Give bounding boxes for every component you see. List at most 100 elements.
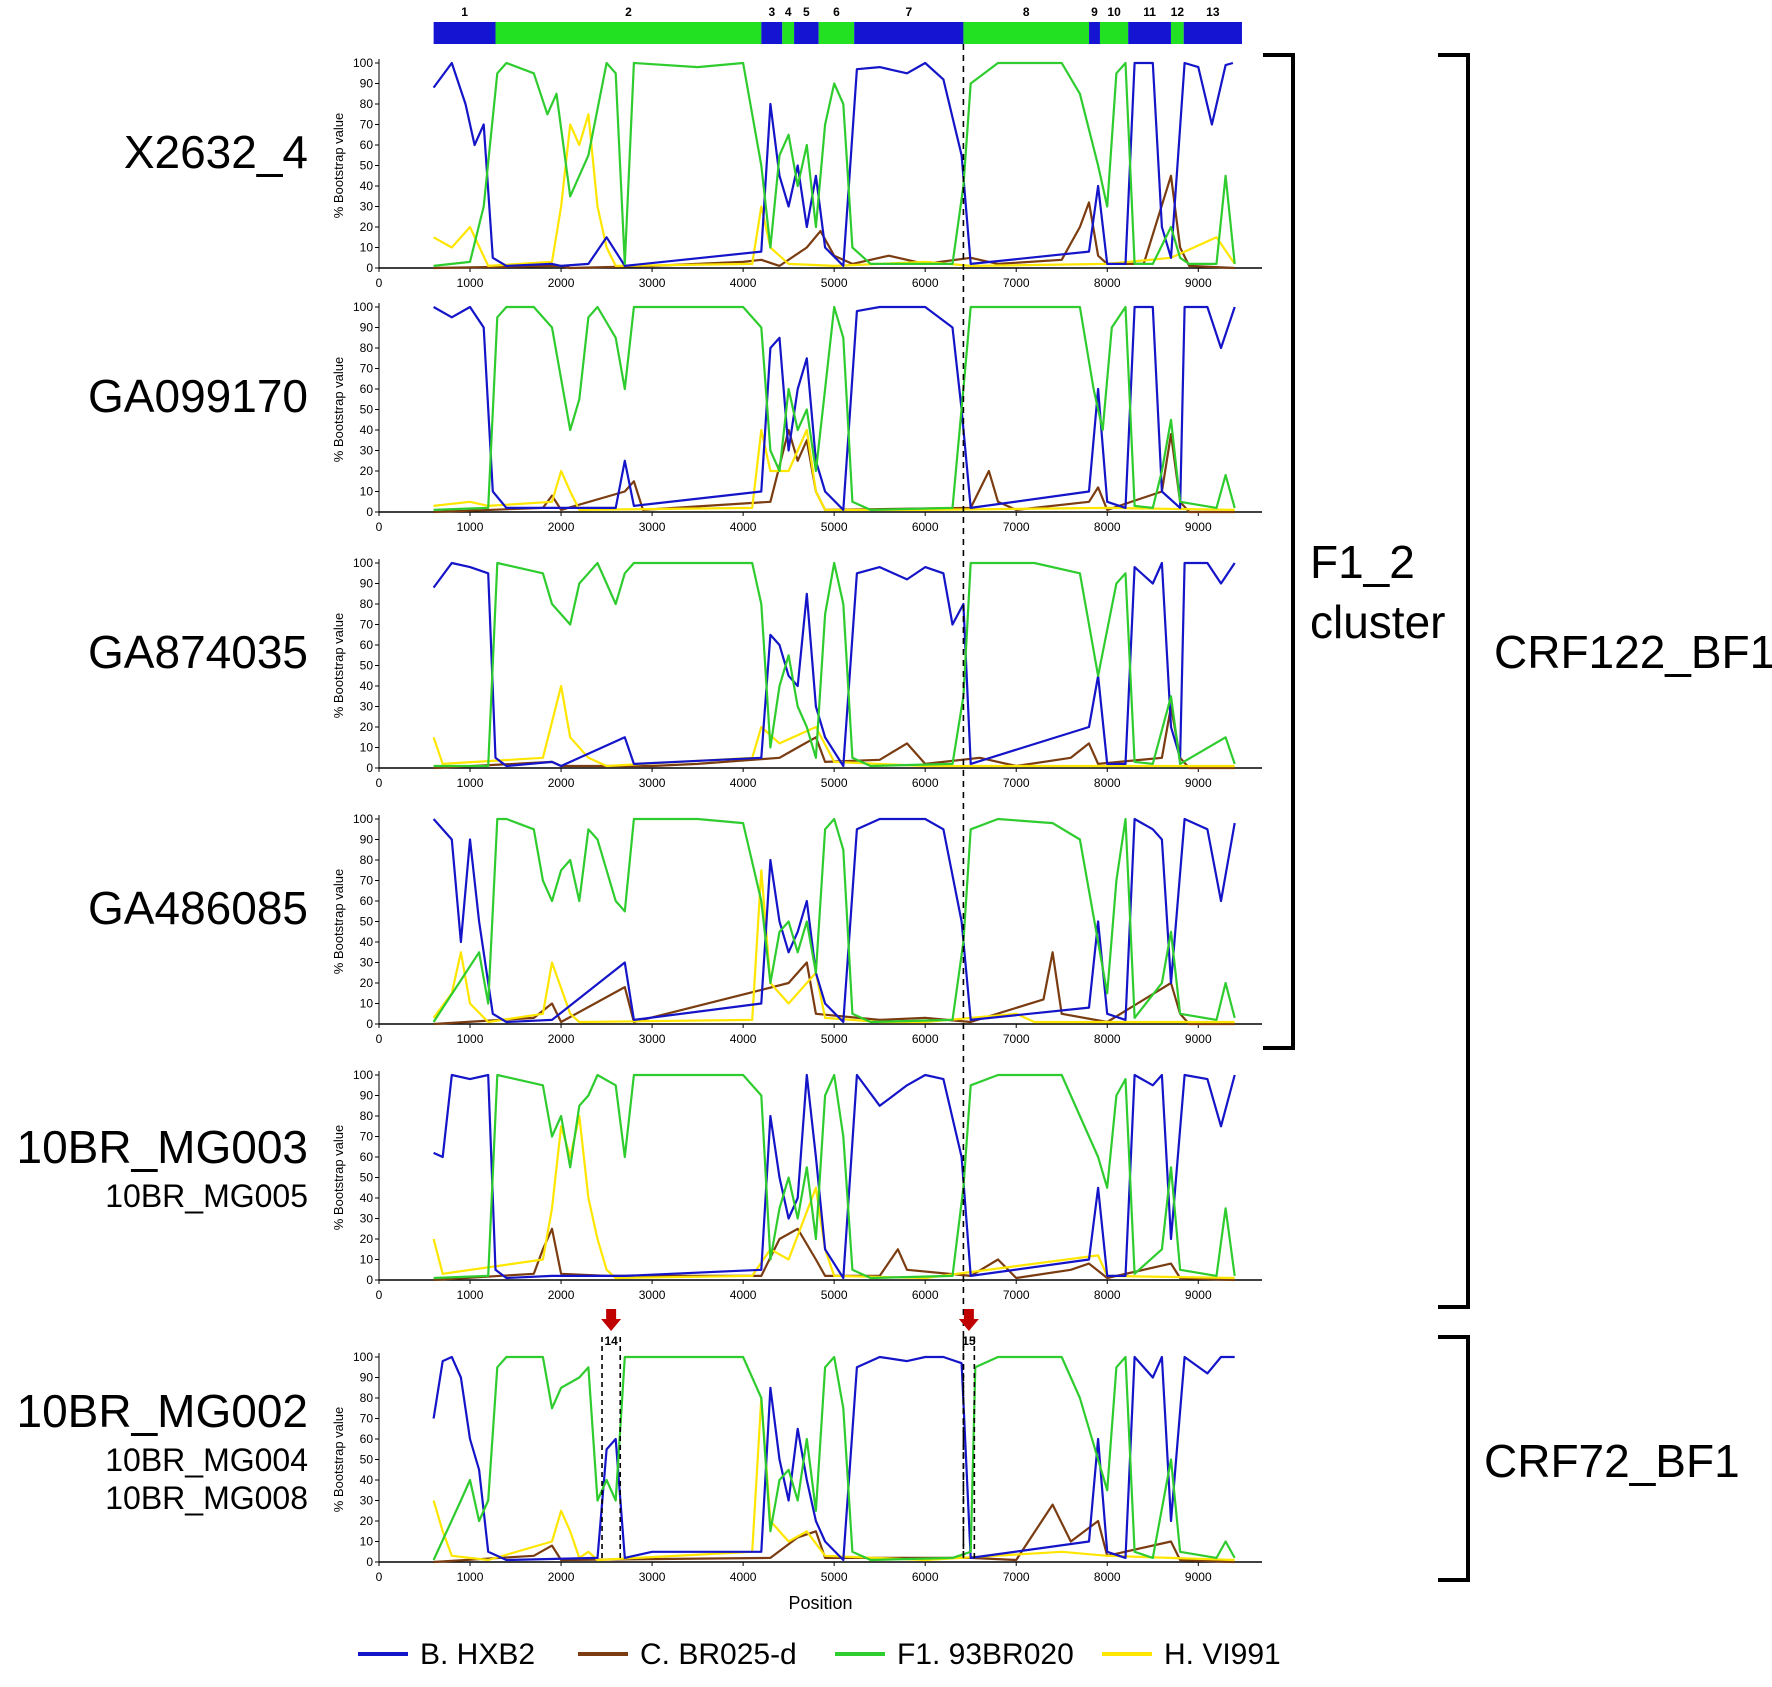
x-tick-label: 5000 xyxy=(821,1032,848,1046)
f1-2-cluster-label-line2: cluster xyxy=(1310,596,1445,648)
breakpoint-arrow-icon xyxy=(958,1319,979,1331)
y-tick-label: 80 xyxy=(360,1391,374,1405)
x-tick-label: 6000 xyxy=(912,520,939,534)
y-tick-label: 70 xyxy=(360,1412,374,1426)
series-line-B xyxy=(432,561,1236,768)
legend-label: C. BR025-d xyxy=(640,1638,797,1671)
y-tick-label: 20 xyxy=(360,1232,374,1246)
x-tick-label: 4000 xyxy=(730,276,757,290)
x-tick-label: 4000 xyxy=(730,1288,757,1302)
x-tick-label: 5000 xyxy=(821,1288,848,1302)
x-tick-label: 8000 xyxy=(1094,1288,1121,1302)
segment-label-13: 13 xyxy=(1206,5,1220,19)
y-tick-label: 10 xyxy=(360,241,374,255)
breakpoint-arrow-icon xyxy=(606,1309,617,1319)
y-axis-label: % Bootstrap value xyxy=(331,613,346,719)
breakpoint-arrow-icon xyxy=(601,1319,622,1331)
series-line-F1 xyxy=(432,817,1236,1024)
y-tick-label: 10 xyxy=(360,1253,374,1267)
x-tick-label: 7000 xyxy=(1003,520,1030,534)
series-line-B xyxy=(433,305,1236,511)
sample-label: 10BR_MG002 xyxy=(17,1385,309,1437)
segment-block-13 xyxy=(1183,22,1242,44)
series-line-B xyxy=(433,1073,1236,1280)
y-tick-label: 70 xyxy=(360,874,374,888)
series-line-B xyxy=(432,817,1236,1024)
segment-label-7: 7 xyxy=(905,5,912,19)
x-tick-label: 8000 xyxy=(1094,1032,1121,1046)
x-tick-label: 8000 xyxy=(1094,276,1121,290)
f1-2-cluster-bracket xyxy=(1263,53,1295,1050)
sample-label: GA099170 xyxy=(88,370,308,422)
y-tick-label: 40 xyxy=(360,679,374,693)
x-tick-label: 6000 xyxy=(912,276,939,290)
x-tick-label: 3000 xyxy=(639,276,666,290)
sample-label: 10BR_MG008 xyxy=(105,1480,308,1516)
y-tick-label: 60 xyxy=(360,638,374,652)
segment-label-12: 12 xyxy=(1171,5,1185,19)
segment-block-8 xyxy=(963,22,1090,44)
y-tick-label: 100 xyxy=(353,300,373,314)
y-tick-label: 80 xyxy=(360,341,374,355)
x-tick-label: 9000 xyxy=(1185,1288,1212,1302)
y-tick-label: 0 xyxy=(366,1273,373,1287)
series-line-F1 xyxy=(433,561,1236,768)
y-axis-label: % Bootstrap value xyxy=(331,1125,346,1231)
legend-label: H. VI991 xyxy=(1164,1638,1281,1671)
crf122-bracket xyxy=(1438,53,1470,1309)
y-tick-label: 60 xyxy=(360,1432,374,1446)
x-tick-label: 8000 xyxy=(1094,520,1121,534)
segment-block-1 xyxy=(433,22,496,44)
x-tick-label: 3000 xyxy=(639,520,666,534)
y-tick-label: 30 xyxy=(360,1494,374,1508)
series-line-B xyxy=(432,1355,1235,1562)
y-tick-label: 60 xyxy=(360,1150,374,1164)
y-tick-label: 70 xyxy=(360,1130,374,1144)
segment-label-4: 4 xyxy=(785,5,792,19)
y-tick-label: 0 xyxy=(366,505,373,519)
x-tick-label: 1000 xyxy=(457,520,484,534)
series-line-H xyxy=(432,684,1235,768)
y-tick-label: 70 xyxy=(360,618,374,632)
f1-2-cluster-label: F1_2 xyxy=(1310,536,1415,588)
x-tick-label: 5000 xyxy=(821,520,848,534)
y-tick-label: 80 xyxy=(360,1109,374,1123)
x-tick-label: 7000 xyxy=(1003,1288,1030,1302)
y-axis-label: % Bootstrap value xyxy=(331,869,346,975)
y-tick-label: 0 xyxy=(366,761,373,775)
x-tick-label: 0 xyxy=(376,1570,383,1584)
crf72-label: CRF72_BF1 xyxy=(1484,1435,1740,1487)
series-line-F1 xyxy=(432,1355,1236,1562)
series-line-F1 xyxy=(433,305,1236,511)
breakpoint-arrow-icon xyxy=(963,1309,974,1319)
y-tick-label: 30 xyxy=(360,1212,374,1226)
legend: B. HXB2 C. BR025-d F1. 93BR020 H. VI991 xyxy=(358,1638,1281,1671)
segment-block-7 xyxy=(854,22,964,44)
segment-block-10 xyxy=(1099,22,1129,44)
breakpoint-markers: 14 15 xyxy=(601,1309,979,1562)
x-tick-label: 5000 xyxy=(821,1570,848,1584)
x-tick-label: 7000 xyxy=(1003,1570,1030,1584)
x-tick-label: 4000 xyxy=(730,1570,757,1584)
sample-label: 10BR_MG003 xyxy=(17,1121,309,1173)
y-tick-label: 30 xyxy=(360,956,374,970)
bootscan-panel-2: GA099170 % Bootstrap value 0 10 20 30 40 50 60 70… xyxy=(88,300,1262,534)
x-tick-label: 3000 xyxy=(639,1032,666,1046)
x-tick-label: 6000 xyxy=(912,1032,939,1046)
y-tick-label: 40 xyxy=(360,423,374,437)
y-tick-label: 70 xyxy=(360,118,374,132)
segment-label-5: 5 xyxy=(803,5,810,19)
y-tick-label: 100 xyxy=(353,56,373,70)
y-tick-label: 40 xyxy=(360,935,374,949)
y-tick-label: 0 xyxy=(366,1017,373,1031)
x-tick-label: 0 xyxy=(376,520,383,534)
sample-label: 10BR_MG004 xyxy=(105,1442,308,1478)
x-tick-label: 6000 xyxy=(912,1288,939,1302)
y-axis-label: % Bootstrap value xyxy=(331,357,346,463)
segment-label-2: 2 xyxy=(625,5,632,19)
y-tick-label: 20 xyxy=(360,976,374,990)
x-tick-label: 9000 xyxy=(1185,1032,1212,1046)
series-line-H xyxy=(432,1114,1235,1280)
y-tick-label: 10 xyxy=(360,1535,374,1549)
